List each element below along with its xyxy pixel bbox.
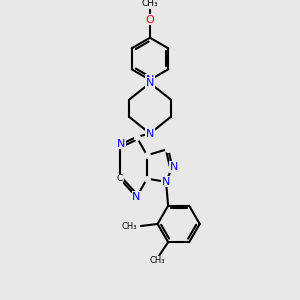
Text: C: C (117, 174, 123, 183)
Text: N: N (132, 192, 141, 202)
Text: O: O (146, 15, 154, 25)
Text: CH₃: CH₃ (122, 221, 137, 230)
Text: N: N (146, 128, 154, 139)
Text: N: N (117, 139, 125, 149)
Text: N: N (169, 162, 178, 172)
Text: N: N (146, 75, 154, 85)
Text: CH₃: CH₃ (142, 0, 158, 8)
Text: CH₃: CH₃ (150, 256, 165, 266)
Text: N: N (146, 78, 154, 88)
Text: N: N (162, 177, 170, 187)
